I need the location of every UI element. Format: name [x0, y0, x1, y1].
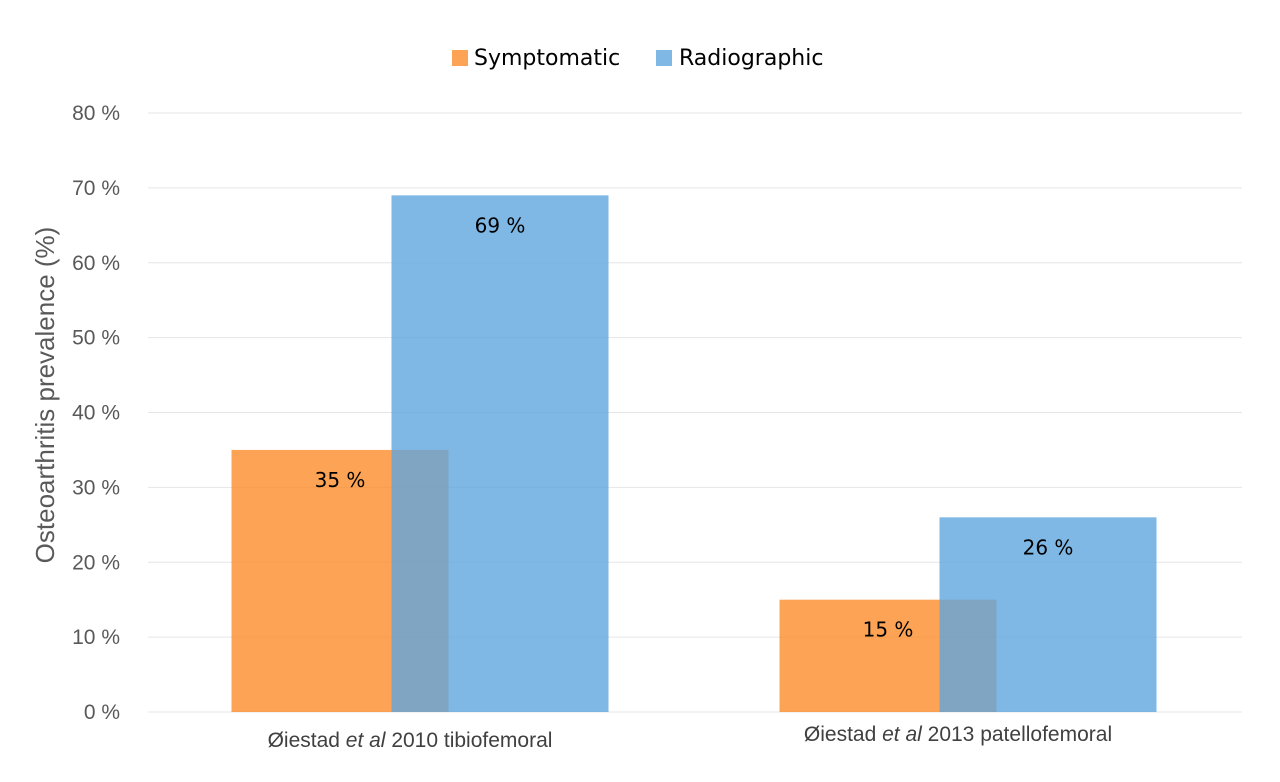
y-tick-label: 10 % [72, 626, 120, 649]
data-label: 15 % [863, 618, 914, 642]
legend-swatch-radiographic [656, 50, 672, 66]
legend-swatch-symptomatic [452, 50, 468, 66]
data-label: 69 % [475, 213, 526, 237]
category-label: Øiestad et al 2010 tibiofemoral [268, 729, 553, 752]
y-tick-label: 60 % [72, 252, 120, 275]
legend-label-symptomatic: Symptomatic [474, 46, 620, 71]
y-tick-label: 0 % [84, 701, 120, 724]
y-axis-title: Osteoarthritis prevalence (%) [30, 227, 60, 564]
data-label: 26 % [1023, 535, 1074, 559]
data-labels: 35 % 15 % 69 % 26 % [315, 213, 1074, 641]
y-tick-label: 30 % [72, 476, 120, 499]
y-tick-label: 20 % [72, 551, 120, 574]
category-label: Øiestad et al 2013 patellofemoral [804, 723, 1112, 746]
bar-radiographic [391, 195, 609, 713]
legend: Symptomatic Radiographic [452, 46, 823, 71]
bar-radiographic [939, 517, 1157, 712]
x-axis-categories: Øiestad et al 2010 tibiofemoral Øiestad e… [268, 723, 1113, 752]
y-tick-label: 80 % [72, 102, 120, 125]
y-tick-label: 50 % [72, 327, 120, 350]
y-axis-ticks: 0 % 10 % 20 % 30 % 40 % 50 % 60 % 70 % 80 % [72, 102, 120, 724]
legend-label-radiographic: Radiographic [679, 46, 823, 71]
data-label: 35 % [315, 468, 366, 492]
y-tick-label: 40 % [72, 402, 120, 425]
bars [231, 195, 1157, 713]
y-tick-label: 70 % [72, 177, 120, 200]
